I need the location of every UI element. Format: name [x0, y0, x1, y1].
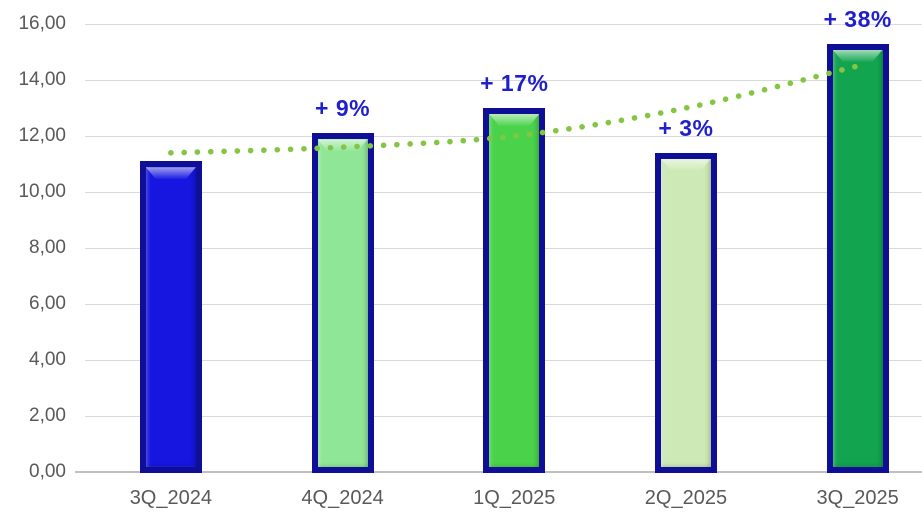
y-tick-label: 4,00: [29, 349, 66, 370]
growth-label-2q_2025: + 3%: [658, 114, 714, 141]
bar-4q_2024: [311, 133, 374, 473]
x-axis-label-3q_2024: 3Q_2024: [129, 487, 212, 509]
bar-2q_2025: [654, 152, 717, 473]
y-tick-label: 12,00: [18, 125, 66, 146]
y-tick-label: 6,00: [29, 293, 66, 314]
x-axis-label-4q_2024: 4Q_2024: [301, 487, 384, 509]
x-axis-label-1q_2025: 1Q_2025: [473, 487, 556, 509]
growth-label-4q_2024: + 9%: [315, 95, 371, 122]
growth-label-1q_2025: + 17%: [480, 70, 549, 96]
bar-3q_2025: [826, 43, 889, 473]
y-tick-label: 14,00: [18, 69, 66, 90]
y-tick-label: 2,00: [29, 405, 66, 426]
x-axis-label-2q_2025: 2Q_2025: [644, 487, 728, 509]
y-tick-label: 10,00: [18, 181, 66, 202]
bar-3q_2024: [139, 161, 202, 473]
y-tick-label: 8,00: [29, 237, 66, 258]
growth-label-3q_2025: + 38%: [823, 5, 892, 32]
y-tick-label: 0,00: [29, 461, 66, 482]
y-tick-label: 16,00: [18, 13, 66, 34]
x-axis-label-3q_2025: 3Q_2025: [816, 487, 899, 509]
bar-1q_2025: [483, 108, 546, 473]
